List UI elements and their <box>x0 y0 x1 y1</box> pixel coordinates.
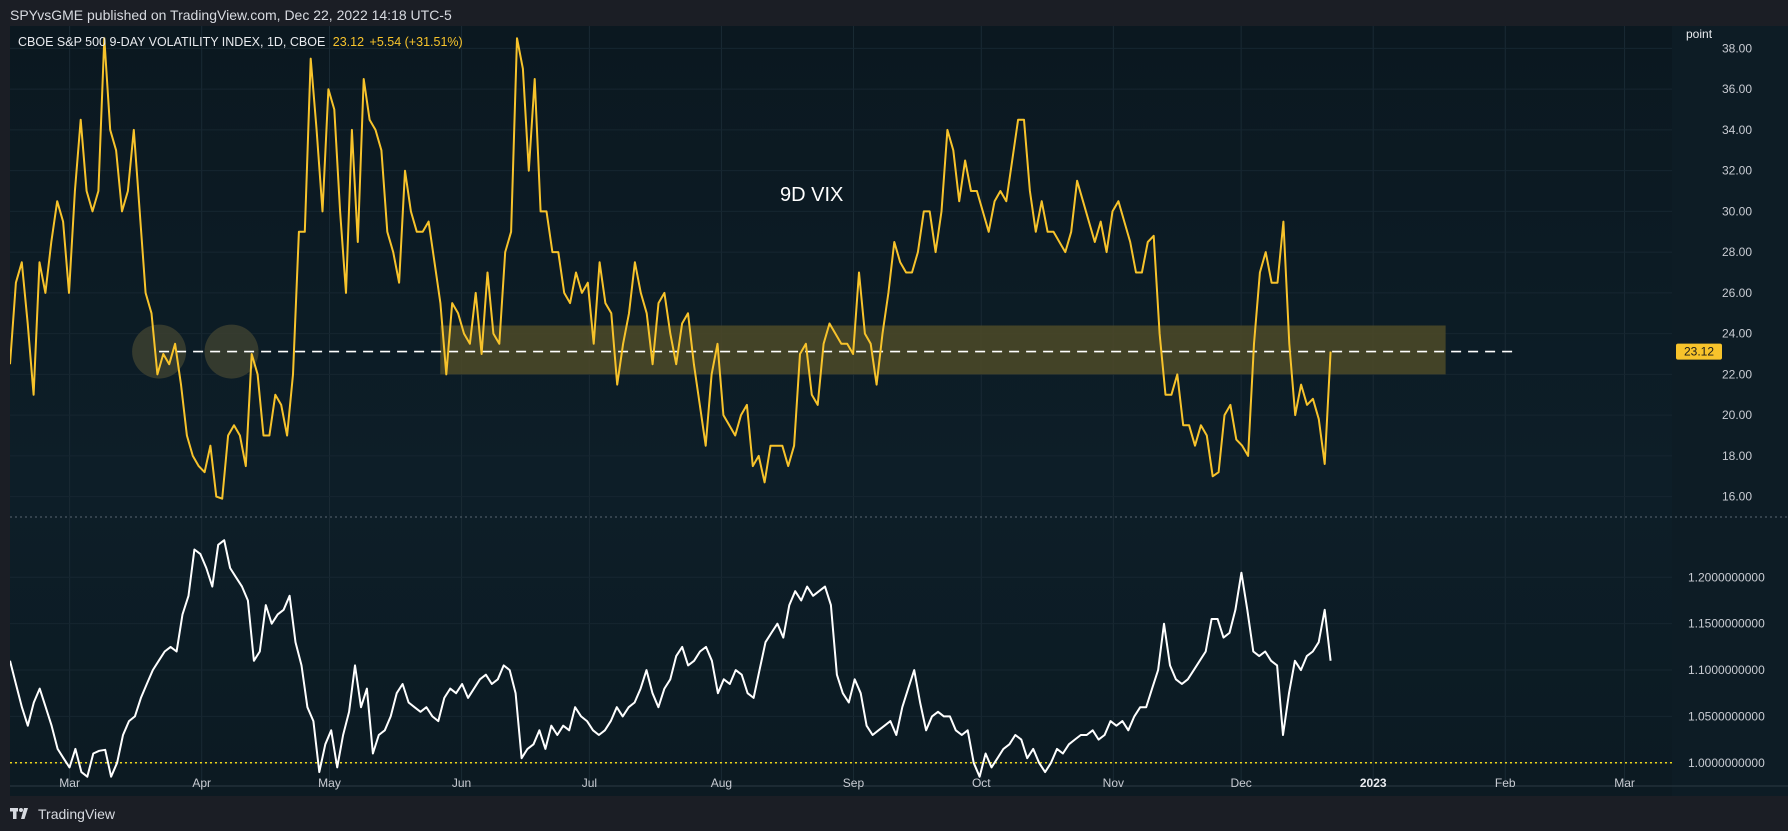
last-value-badge-label: 23.12 <box>1684 345 1714 359</box>
tradingview-logo-icon <box>10 808 28 819</box>
time-axis-label: Sep <box>843 776 865 790</box>
price-axis-unit: point <box>1686 27 1713 41</box>
time-axis-label: Oct <box>972 776 991 790</box>
axis-background <box>1672 26 1788 796</box>
price-axis-label: 22.00 <box>1722 367 1752 381</box>
price-axis-label: 28.00 <box>1722 245 1752 259</box>
price-axis[interactable]: 16.00 18.00 20.00 22.00 24.00 26.00 28.00 30.00… <box>1676 27 1765 770</box>
time-axis-label: 2023 <box>1360 776 1387 790</box>
time-axis-label: Jun <box>452 776 471 790</box>
price-axis-label: 36.00 <box>1722 82 1752 96</box>
time-axis-label: Aug <box>711 776 732 790</box>
legend-change: +5.54 (+31.51%) <box>369 35 463 49</box>
last-value-badge <box>1676 343 1722 360</box>
legend-last-value: 23.12 <box>332 35 365 49</box>
price-axis-label: 20.00 <box>1722 408 1752 422</box>
time-axis[interactable]: Mar Apr May Jun Jul Aug Sep Oct Nov Dec 2023 Feb Mar <box>59 776 1635 790</box>
time-axis-label: Mar <box>59 776 80 790</box>
footer-brand-label: TradingView <box>38 806 116 822</box>
price-axis-label: 26.00 <box>1722 286 1752 300</box>
publish-header: SPYvsGME published on TradingView.com, D… <box>10 7 452 23</box>
highlight-zone <box>440 325 1446 375</box>
symbol-legend[interactable]: CBOE S&P 500 9-DAY VOLATILITY INDEX, 1D,… <box>18 35 463 49</box>
time-axis-label: Feb <box>1495 776 1516 790</box>
footer-brand[interactable]: TradingView <box>10 806 115 822</box>
vix-series-line <box>10 37 1332 500</box>
legend-symbol: CBOE S&P 500 9-DAY VOLATILITY INDEX, 1D,… <box>18 35 326 49</box>
price-axis-label: 16.00 <box>1722 490 1752 504</box>
price-axis-label: 24.00 <box>1722 327 1752 341</box>
chart-canvas[interactable]: 16.00 18.00 20.00 22.00 24.00 26.00 28.00 30.00… <box>10 26 1788 796</box>
plot-background <box>10 26 1672 796</box>
price-axis-label: 32.00 <box>1722 164 1752 178</box>
time-axis-label: Dec <box>1230 776 1251 790</box>
time-axis-label: Nov <box>1103 776 1124 790</box>
series-layer <box>10 37 1332 778</box>
time-axis-label: May <box>318 776 341 790</box>
price-axis-label: 34.00 <box>1722 123 1752 137</box>
ratio-axis-label: 1.0500000000 <box>1688 709 1765 723</box>
chart-panel[interactable]: 16.00 18.00 20.00 22.00 24.00 26.00 28.00 30.00… <box>10 26 1788 796</box>
ratio-axis-label: 1.2000000000 <box>1688 570 1765 584</box>
ratio-axis-label: 1.1500000000 <box>1688 617 1765 631</box>
ratio-axis-label: 1.0000000000 <box>1688 756 1765 770</box>
price-axis-label: 38.00 <box>1722 41 1752 55</box>
ratio-series-line <box>10 539 1332 778</box>
price-axis-label: 18.00 <box>1722 449 1752 463</box>
price-axis-label: 30.00 <box>1722 204 1752 218</box>
time-axis-label: Jul <box>582 776 597 790</box>
time-axis-label: Mar <box>1614 776 1635 790</box>
annotation-layer <box>10 324 1672 764</box>
time-axis-label: Apr <box>192 776 211 790</box>
chart-text-annotation[interactable]: 9D VIX <box>780 184 844 206</box>
ratio-axis-label: 1.1000000000 <box>1688 663 1765 677</box>
